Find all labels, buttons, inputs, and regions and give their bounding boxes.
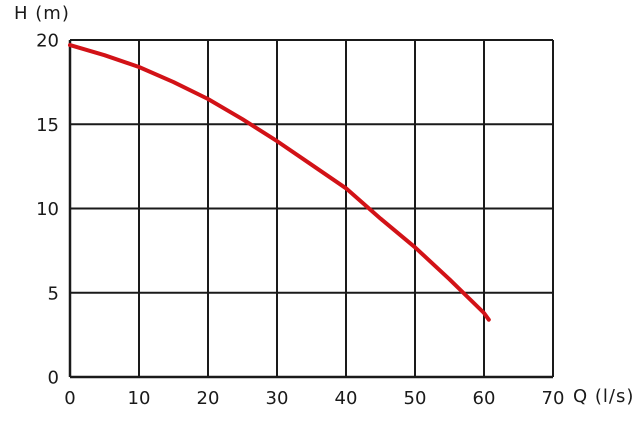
y-tick-label: 20 — [36, 31, 59, 52]
y-tick-label: 0 — [48, 368, 59, 389]
x-tick-label: 50 — [404, 388, 427, 409]
pump-head-curve — [68, 43, 491, 322]
x-tick-label: 20 — [197, 388, 220, 409]
y-tick-label: 10 — [36, 199, 59, 220]
x-tick-label: 60 — [473, 388, 496, 409]
x-tick-label: 40 — [335, 388, 358, 409]
x-axis-title: Q (l/s) — [573, 386, 635, 407]
y-axis-title: H (m) — [14, 3, 70, 24]
y-tick-label: 15 — [36, 115, 59, 136]
x-tick-label: 10 — [128, 388, 151, 409]
y-tick-label: 5 — [48, 283, 59, 304]
x-tick-label: 70 — [542, 388, 565, 409]
x-tick-label: 30 — [266, 388, 289, 409]
x-tick-label: 0 — [64, 388, 75, 409]
